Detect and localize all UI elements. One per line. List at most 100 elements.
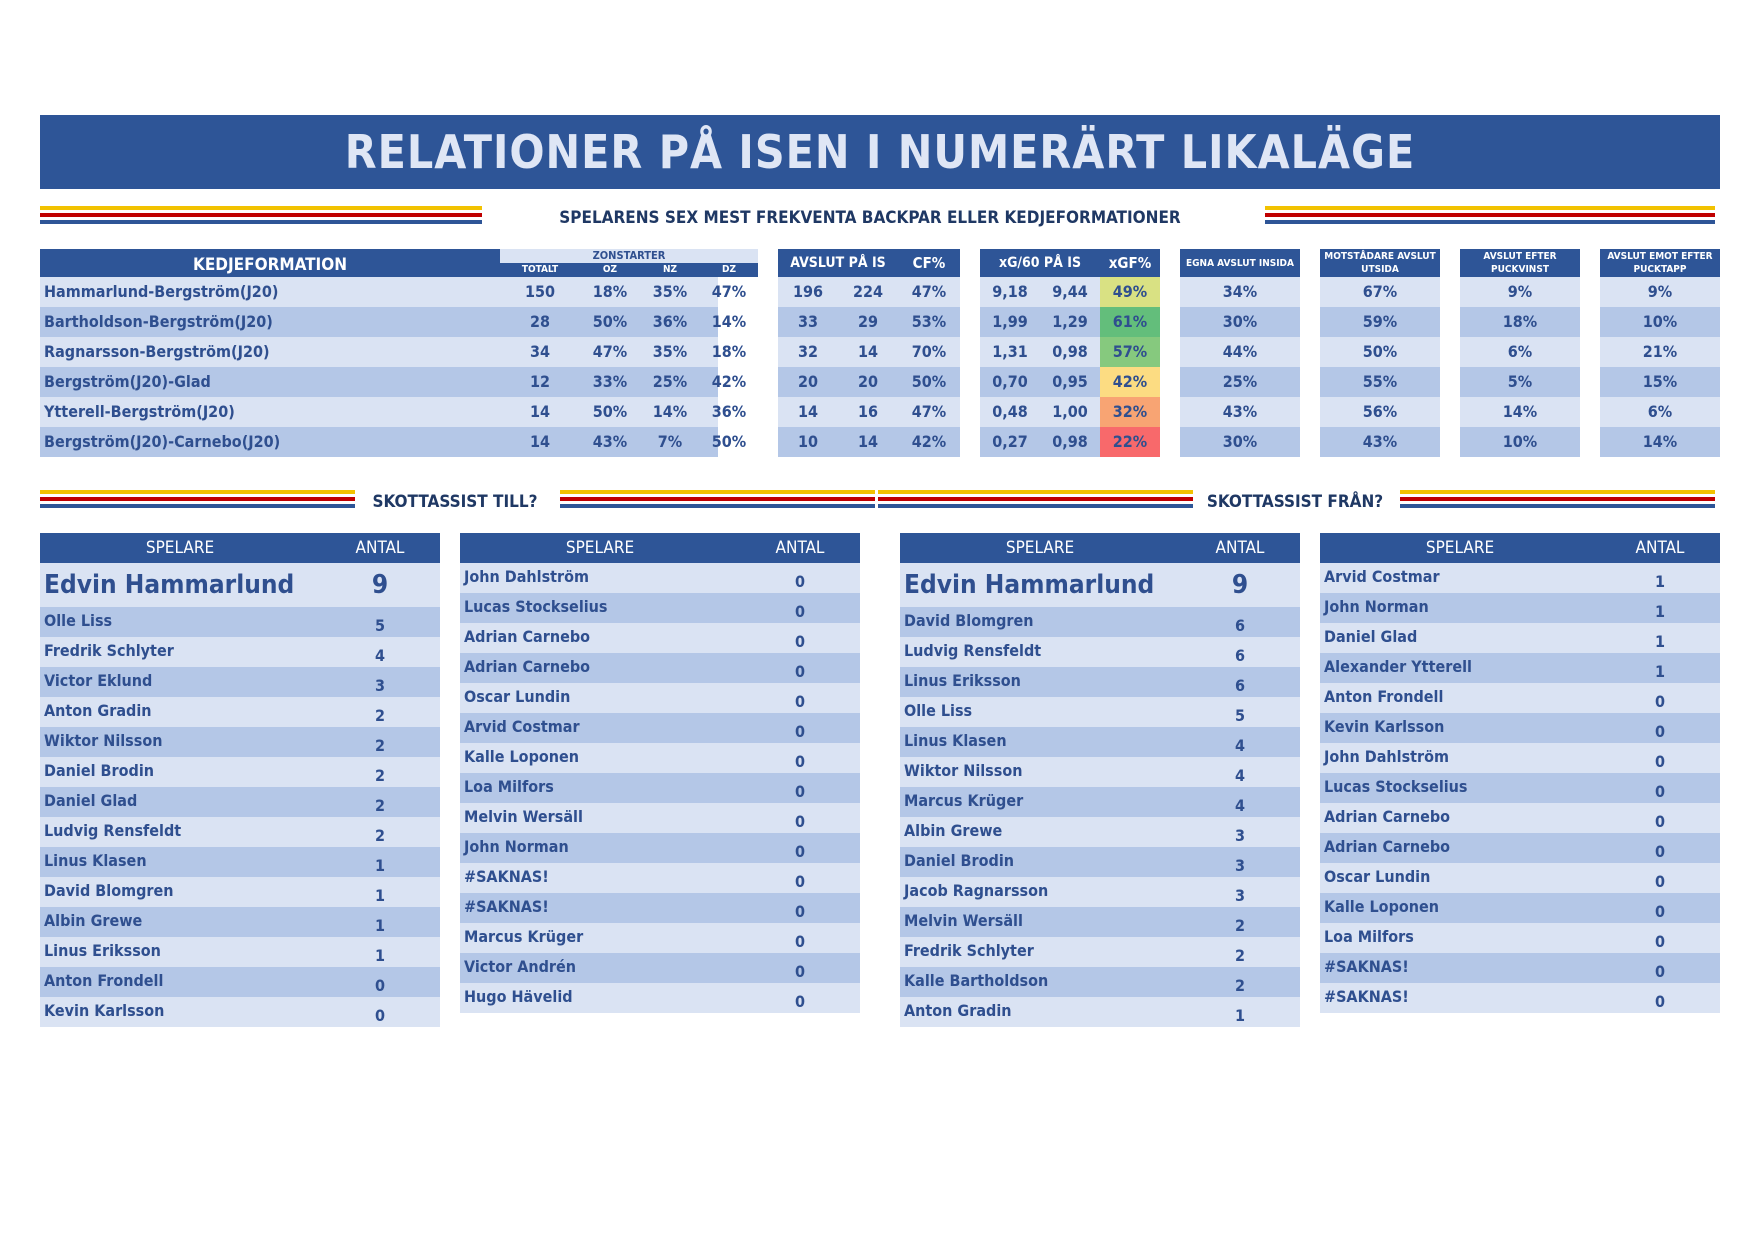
table-cell: 70% <box>911 342 947 361</box>
xgf-cell: 61% <box>1100 307 1160 337</box>
row-bg <box>1320 277 1440 307</box>
decorative-stripes <box>560 490 875 512</box>
table-cell: 36% <box>652 312 688 331</box>
player-name: #SAKNAS! <box>1324 987 1409 1006</box>
list-header-count: ANTAL <box>320 533 440 563</box>
list-row <box>40 697 440 727</box>
player-name: #SAKNAS! <box>1324 957 1409 976</box>
player-name: Wiktor Nilsson <box>904 761 1023 780</box>
player-count: 0 <box>794 842 805 861</box>
player-name: Olle Liss <box>904 701 973 720</box>
table-cell: 43% <box>592 432 628 451</box>
table-cell: 47% <box>911 282 947 301</box>
table-cell: 0,98 <box>1052 342 1088 361</box>
player-count: 3 <box>1234 826 1245 845</box>
table-cell: 9,44 <box>1052 282 1088 301</box>
list-row <box>40 997 440 1027</box>
row-bg <box>1180 337 1300 367</box>
table-cell: 20 <box>797 372 819 391</box>
table-cell: 55% <box>1362 372 1398 391</box>
header-totalt: TOTALT <box>500 263 580 277</box>
row-bg <box>1600 427 1720 457</box>
list-row <box>40 967 440 997</box>
formation-name: Hammarlund-Bergström(J20) <box>44 282 279 301</box>
list-row <box>40 637 440 667</box>
player-name: Alexander Ytterell <box>1324 657 1472 676</box>
table-cell: 14% <box>652 402 688 421</box>
player-name: Daniel Brodin <box>44 761 154 780</box>
player-count: 0 <box>794 932 805 951</box>
player-count: 0 <box>794 662 805 681</box>
player-name: Lucas Stockselius <box>464 597 608 616</box>
table-cell: 47% <box>711 282 747 301</box>
formation-name: Ytterell-Bergström(J20) <box>44 402 235 421</box>
player-count: 2 <box>374 766 385 785</box>
player-count: 0 <box>1654 722 1665 741</box>
player-count: 2 <box>374 826 385 845</box>
header-nz: NZ <box>640 263 700 277</box>
table-cell: 0,48 <box>992 402 1028 421</box>
table-cell: 14% <box>1642 432 1678 451</box>
player-name: Albin Grewe <box>44 911 143 930</box>
player-name: John Dahlström <box>1324 747 1450 766</box>
list-row <box>900 877 1300 907</box>
table-cell: 50% <box>592 312 628 331</box>
player-count: 0 <box>374 1006 385 1025</box>
section-title-assist-from: SKOTTASSIST FRÅN? <box>1206 492 1384 512</box>
player-name: Marcus Krüger <box>464 927 584 946</box>
player-count: 2 <box>374 796 385 815</box>
player-name: Anton Frondell <box>1324 687 1444 706</box>
list-row <box>900 817 1300 847</box>
formation-name: Bartholdson-Bergström(J20) <box>44 312 273 331</box>
row-bg <box>40 307 718 337</box>
list-row <box>460 773 860 803</box>
xgf-cell: 22% <box>1100 427 1160 457</box>
page-title: RELATIONER PÅ ISEN I NUMERÄRT LIKALÄGE <box>40 115 1720 189</box>
player-name: Fredrik Schlyter <box>904 941 1034 960</box>
featured-row <box>40 563 440 607</box>
table-cell: 30% <box>1222 432 1258 451</box>
list-row <box>900 727 1300 757</box>
list-row <box>40 817 440 847</box>
table-cell: 10 <box>797 432 819 451</box>
player-count: 0 <box>794 992 805 1011</box>
list-row <box>460 623 860 653</box>
player-name: Adrian Carnebo <box>464 657 591 676</box>
list-row <box>40 907 440 937</box>
table-cell: 56% <box>1362 402 1398 421</box>
list-row <box>1320 743 1720 773</box>
player-name: Loa Milfors <box>464 777 554 796</box>
section-title-assist-to: SKOTTASSIST TILL? <box>372 492 538 512</box>
list-header-count: ANTAL <box>1600 533 1720 563</box>
featured-player-name: Edvin Hammarlund <box>44 570 295 600</box>
table-cell: 43% <box>1222 402 1258 421</box>
table-cell: 1,29 <box>1052 312 1088 331</box>
list-row <box>1320 803 1720 833</box>
table-cell: 10% <box>1502 432 1538 451</box>
table-cell: 35% <box>652 282 688 301</box>
table-cell: 196 <box>792 282 824 301</box>
table-cell: 34% <box>1222 282 1258 301</box>
featured-row <box>900 563 1300 607</box>
player-count: 4 <box>1234 736 1245 755</box>
player-name: John Norman <box>464 837 569 856</box>
player-count: 1 <box>1654 602 1665 621</box>
list-row <box>900 787 1300 817</box>
player-name: Adrian Carnebo <box>1324 807 1451 826</box>
player-count: 2 <box>1234 976 1245 995</box>
row-bg <box>40 397 718 427</box>
list-row <box>1320 653 1720 683</box>
list-row <box>460 653 860 683</box>
player-name: Anton Gradin <box>44 701 152 720</box>
table-cell: 0,95 <box>1052 372 1088 391</box>
row-bg <box>778 277 960 307</box>
player-name: Anton Gradin <box>904 1001 1012 1020</box>
list-row <box>460 923 860 953</box>
player-count: 0 <box>794 812 805 831</box>
table-cell: 33 <box>797 312 819 331</box>
header-metric-1: MOTSTÅDARE AVSLUT UTSIDA <box>1320 249 1440 277</box>
player-name: Fredrik Schlyter <box>44 641 174 660</box>
row-bg <box>1320 427 1440 457</box>
row-bg <box>1460 397 1580 427</box>
header-cf: CF% <box>898 249 960 277</box>
